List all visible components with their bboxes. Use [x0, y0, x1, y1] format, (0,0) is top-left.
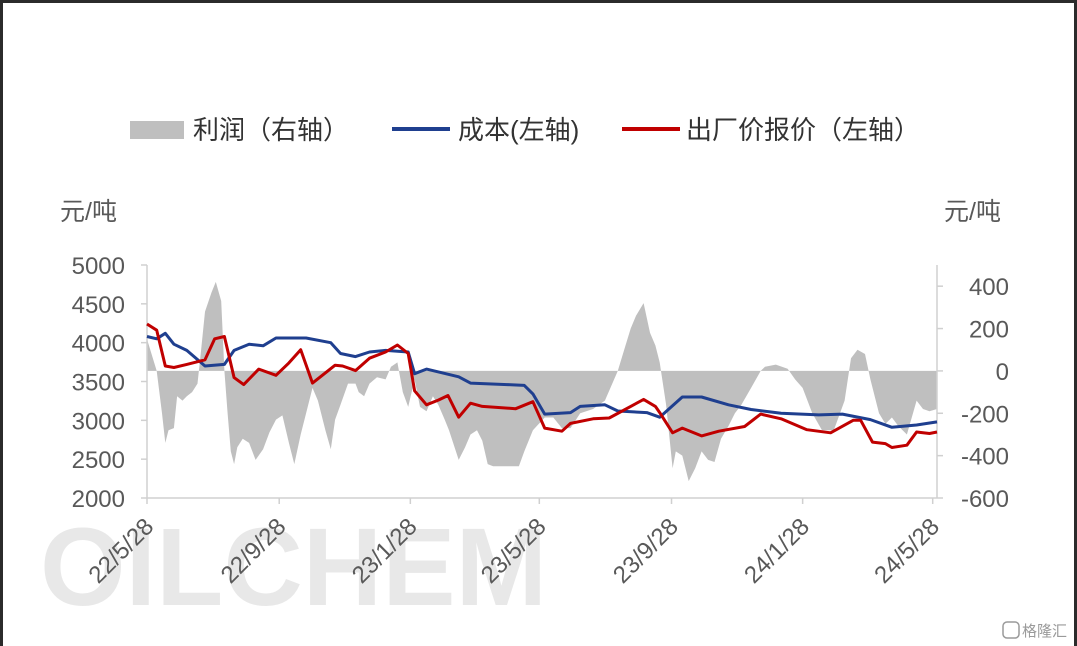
legend-swatch-profit: [130, 121, 184, 139]
profit-area-layer: [147, 281, 937, 482]
price-series-line: [146, 322, 938, 449]
right-tick-label: -400: [961, 444, 1009, 471]
right-tick-label: -600: [961, 486, 1009, 513]
left-tick-label: 4000: [72, 331, 125, 358]
lines-layer: [146, 322, 938, 449]
right-axis-unit: 元/吨: [944, 198, 1001, 226]
source-badge: 格隆汇: [1002, 621, 1067, 640]
badge-text: 格隆汇: [1022, 623, 1067, 640]
left-tick-label: 2000: [72, 486, 125, 513]
x-tick-label: 24/1/28: [739, 513, 815, 589]
axes: [141, 264, 943, 504]
legend: 利润（右轴） 成本(左轴) 出厂价报价（左轴）: [130, 115, 920, 145]
g-logo-icon: [1002, 621, 1020, 639]
left-tick-label: 3500: [72, 370, 125, 397]
cost-series-line: [146, 331, 938, 429]
legend-label-cost: 成本(左轴): [458, 115, 579, 145]
left-tick-label: 2500: [72, 447, 125, 474]
left-tick-label: 4500: [72, 292, 125, 319]
right-tick-label: 200: [969, 317, 1009, 344]
legend-label-price: 出厂价报价（左轴）: [686, 115, 920, 145]
left-tick-label: 3000: [72, 408, 125, 435]
left-axis-unit: 元/吨: [60, 198, 117, 226]
right-tick-label: -200: [961, 401, 1009, 428]
watermark-text: OILCHEM: [40, 506, 547, 629]
x-tick-label: 24/5/28: [869, 513, 945, 589]
right-tick-label: 0: [996, 359, 1009, 386]
left-tick-label: 5000: [72, 253, 125, 280]
x-tick-label: 23/9/28: [608, 513, 684, 589]
legend-label-profit: 利润（右轴）: [193, 115, 349, 145]
profit-area: [147, 281, 937, 482]
right-tick-label: 400: [969, 274, 1009, 301]
